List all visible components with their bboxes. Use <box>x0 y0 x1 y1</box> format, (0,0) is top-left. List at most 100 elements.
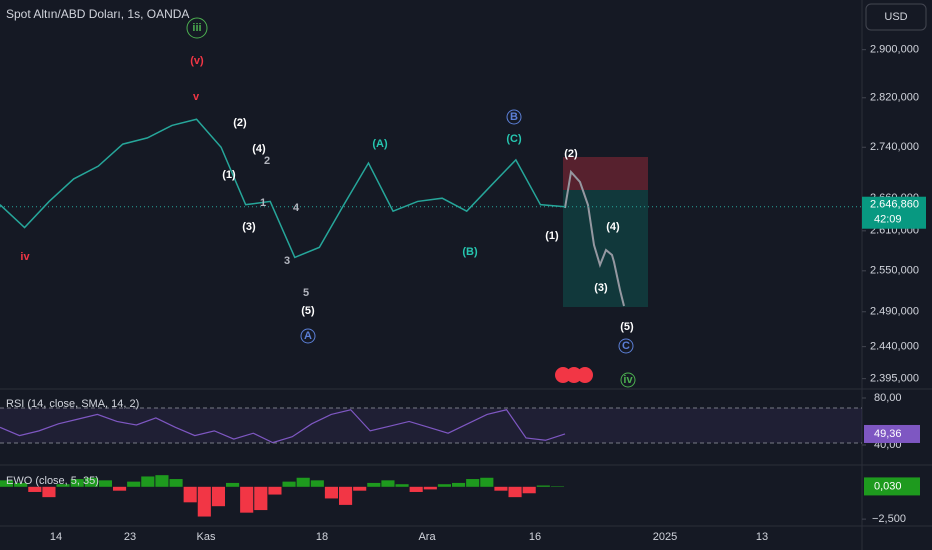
wave-circle <box>186 17 208 39</box>
wave-circle <box>506 109 522 125</box>
rsi-value: 49,36 <box>874 428 902 440</box>
x-tick-label: 2025 <box>653 531 677 543</box>
wave-label: (5) <box>620 321 634 333</box>
ewo-bar <box>282 481 296 487</box>
y-tick-label: −2,500 <box>872 513 906 525</box>
chart-title: Spot Altın/ABD Doları, 1s, OANDA <box>6 7 189 21</box>
ewo-bar <box>113 486 127 491</box>
x-tick-label: 16 <box>529 531 541 543</box>
wave-label: (2) <box>564 148 578 160</box>
ewo-bar <box>480 477 494 487</box>
ewo-bar <box>155 475 169 487</box>
wave-label: iv <box>623 374 633 386</box>
event-flags <box>555 367 593 383</box>
ewo-bar <box>197 486 211 517</box>
ewo-bar <box>141 476 155 487</box>
wave-circle <box>618 338 634 354</box>
ewo-bar <box>211 486 225 507</box>
rsi-line <box>0 409 566 444</box>
ewo-bar <box>466 479 480 487</box>
target-zone <box>563 190 648 307</box>
flag-icon <box>555 367 571 383</box>
y-tick-label: 2.820,000 <box>870 92 919 104</box>
wave-circle <box>300 328 316 344</box>
ewo-bar <box>70 479 84 487</box>
countdown: 42:09 <box>874 214 902 226</box>
y-tick-label: 2.900,000 <box>870 44 919 56</box>
ewo-title: EWO (close, 5, 35) <box>6 475 99 487</box>
x-tick-label: 13 <box>756 531 768 543</box>
ewo-bar <box>550 486 564 487</box>
wave-label: (A) <box>372 138 388 150</box>
wave-label: (3) <box>594 282 608 294</box>
y-tick-label: 2.550,000 <box>870 265 919 277</box>
ewo-bar <box>395 484 409 487</box>
wave-label: 3 <box>284 255 290 267</box>
ewo-bar <box>254 486 268 511</box>
ewo-bar <box>536 485 550 487</box>
x-tick-label: 18 <box>316 531 328 543</box>
wave-label: (2) <box>233 117 247 129</box>
ewo-bar <box>437 484 451 487</box>
ewo-bar <box>381 480 395 487</box>
ewo-bar <box>494 486 508 491</box>
ewo-bar <box>98 480 112 487</box>
ewo-bar <box>296 477 310 487</box>
wave-label: (5) <box>301 305 315 317</box>
ewo-bar <box>240 486 254 513</box>
y-tick-label: 2.440,000 <box>870 341 919 353</box>
rsi-title: RSI (14, close, SMA, 14, 2) <box>6 398 139 410</box>
wave-label: (B) <box>462 246 478 258</box>
ewo-bar <box>0 480 14 487</box>
ewo-bar <box>353 486 367 491</box>
rsi-band <box>0 408 862 443</box>
ewo-bar <box>339 486 353 505</box>
ewo-bar <box>183 486 197 503</box>
y-tick-label: 2.395,000 <box>870 373 919 385</box>
ewo-bar <box>42 486 56 498</box>
flag-icon <box>577 367 593 383</box>
wave-label: (v) <box>190 55 204 67</box>
ewo-bar <box>423 486 437 490</box>
wave-label: 2 <box>264 155 270 167</box>
ewo-bar <box>508 486 522 498</box>
x-tick-label: 23 <box>124 531 136 543</box>
ewo-bar <box>56 484 70 487</box>
ewo-bar <box>522 486 536 494</box>
wave-label: (4) <box>252 143 266 155</box>
wave-label: 1 <box>260 197 266 209</box>
wave-label: (3) <box>242 221 256 233</box>
wave-label: (1) <box>222 169 236 181</box>
y-tick-label: 2.740,000 <box>870 141 919 153</box>
ewo-bar <box>226 482 240 487</box>
ewo-bar <box>169 479 183 487</box>
wave-label: (C) <box>506 133 522 145</box>
wave-label: iv <box>20 251 30 263</box>
ewo-value-box <box>864 477 920 496</box>
wave-label: 5 <box>303 287 309 299</box>
currency-button[interactable] <box>865 3 927 31</box>
ewo-bar <box>14 482 28 487</box>
ewo-bar <box>409 486 423 492</box>
wave-label: (1) <box>545 230 559 242</box>
currency[interactable]: USD <box>884 11 907 23</box>
last-price: 2.646,860 <box>870 199 919 211</box>
y-tick-label: 2.490,000 <box>870 306 919 318</box>
ewo-bar <box>28 486 42 492</box>
ewo-bar <box>127 481 141 487</box>
wave-label: C <box>622 340 630 352</box>
last-price-box <box>862 196 926 229</box>
rsi-value-box <box>864 424 920 443</box>
ewo-bar <box>452 482 466 487</box>
wave-label: (4) <box>606 221 620 233</box>
wave-label: v <box>193 91 200 103</box>
ewo-bar <box>268 486 282 495</box>
ewo-bar <box>324 486 338 499</box>
flag-icon <box>566 367 582 383</box>
x-tick-label: Ara <box>418 531 436 543</box>
ewo-bar <box>310 480 324 487</box>
stop-zone <box>563 157 648 190</box>
ewo-bar <box>367 482 381 487</box>
